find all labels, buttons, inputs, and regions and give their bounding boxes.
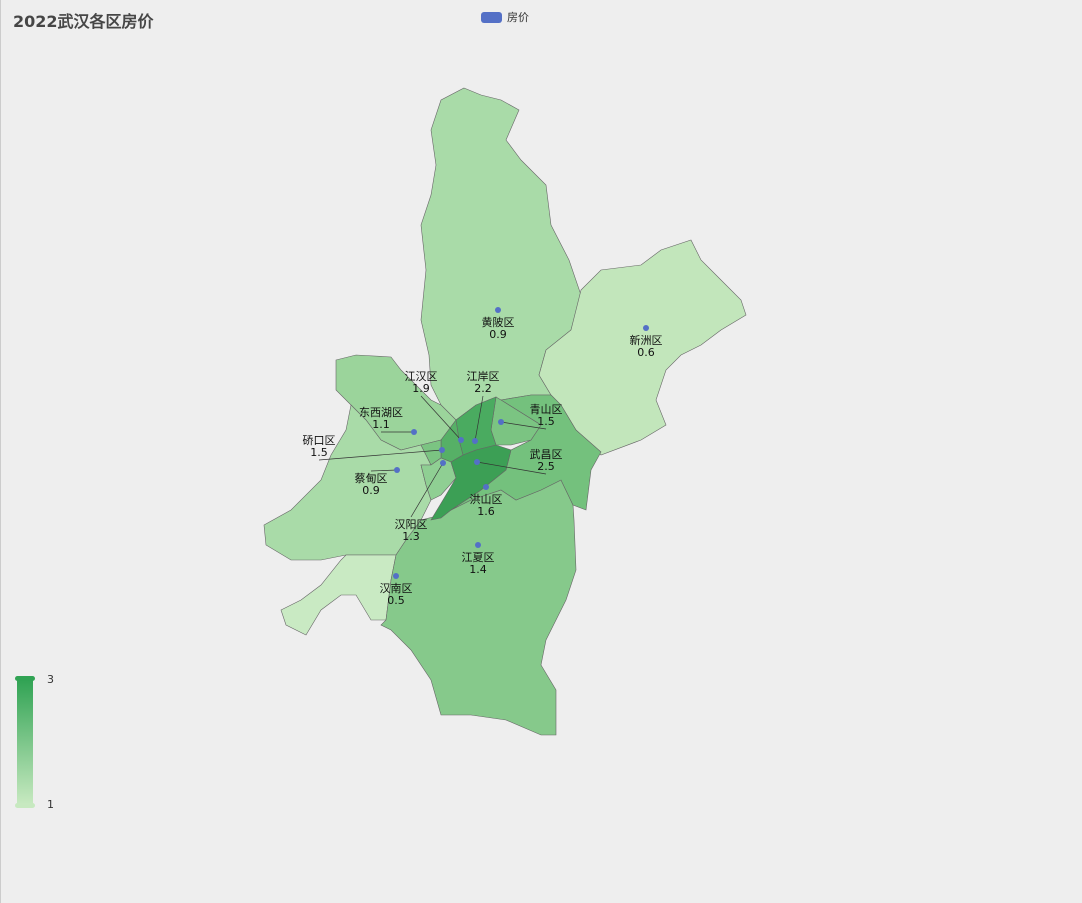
label-leader-line <box>500 421 547 430</box>
legend-item[interactable]: 房价 <box>481 9 529 25</box>
region-name-label: 黄陂区 <box>482 315 515 329</box>
region-value-label: 1.5 <box>537 415 555 428</box>
region-value-label: 1.6 <box>477 505 495 518</box>
region-point[interactable] <box>498 419 504 425</box>
region-新洲区[interactable] <box>538 239 747 456</box>
visual-map-max-handle[interactable] <box>15 676 35 681</box>
region-point[interactable] <box>495 307 501 313</box>
region-point[interactable] <box>458 437 464 443</box>
region-name-label: 武昌区 <box>530 448 563 461</box>
visual-map-min-label: 1 <box>47 798 54 811</box>
label-leader-line <box>370 469 398 472</box>
label-leader-line <box>420 395 462 441</box>
region-name-label: 汉南区 <box>380 582 413 595</box>
region-point[interactable] <box>393 573 399 579</box>
region-value-label: 0.9 <box>362 484 380 497</box>
region-point[interactable] <box>411 429 417 435</box>
region-value-label: 1.5 <box>310 446 328 459</box>
region-name-label: 汉阳区 <box>395 518 428 531</box>
region-point[interactable] <box>475 542 481 548</box>
region-name-label: 江岸区 <box>467 370 500 383</box>
visual-map-max-label: 3 <box>47 673 54 686</box>
region-point[interactable] <box>483 484 489 490</box>
region-value-label: 2.5 <box>537 460 555 473</box>
region-value-label: 1.4 <box>469 563 487 576</box>
region-value-label: 0.5 <box>387 594 405 607</box>
region-value-label: 0.6 <box>637 346 655 359</box>
region-point[interactable] <box>440 460 446 466</box>
label-leader-line <box>474 395 484 442</box>
visual-map[interactable] <box>15 676 35 808</box>
label-leader-line <box>410 462 444 518</box>
region-value-label: 1.3 <box>402 530 420 543</box>
chart-title: 2022武汉各区房价 <box>13 12 154 31</box>
region-name-label: 江夏区 <box>462 551 495 564</box>
region-汉阳区[interactable] <box>420 457 457 501</box>
label-leader-line <box>318 449 443 461</box>
region-value-label: 2.2 <box>474 382 492 395</box>
visual-map-min-handle[interactable] <box>15 803 35 808</box>
region-value-label: 1.9 <box>412 382 430 395</box>
region-point[interactable] <box>394 467 400 473</box>
region-name-label: 江汉区 <box>405 370 438 383</box>
legend-label: 房价 <box>507 11 529 24</box>
region-name-label: 东西湖区 <box>359 406 403 419</box>
region-point[interactable] <box>439 447 445 453</box>
region-江夏区[interactable] <box>380 479 577 736</box>
region-point[interactable] <box>474 459 480 465</box>
region-name-label: 洪山区 <box>470 492 503 506</box>
region-name-label: 蔡甸区 <box>355 472 388 485</box>
region-name-label: 硚口区 <box>303 434 336 447</box>
region-value-label: 1.1 <box>372 418 390 431</box>
label-leader-line <box>476 461 547 475</box>
region-value-label: 0.9 <box>489 328 507 341</box>
legend-swatch <box>481 11 502 23</box>
region-point[interactable] <box>643 325 649 331</box>
region-point[interactable] <box>472 438 478 444</box>
region-汉南区[interactable] <box>280 554 397 636</box>
visual-map-gradient-bar <box>17 680 33 804</box>
region-name-label: 青山区 <box>530 403 563 416</box>
region-武昌区[interactable] <box>430 444 512 521</box>
region-name-label: 新洲区 <box>630 333 663 347</box>
